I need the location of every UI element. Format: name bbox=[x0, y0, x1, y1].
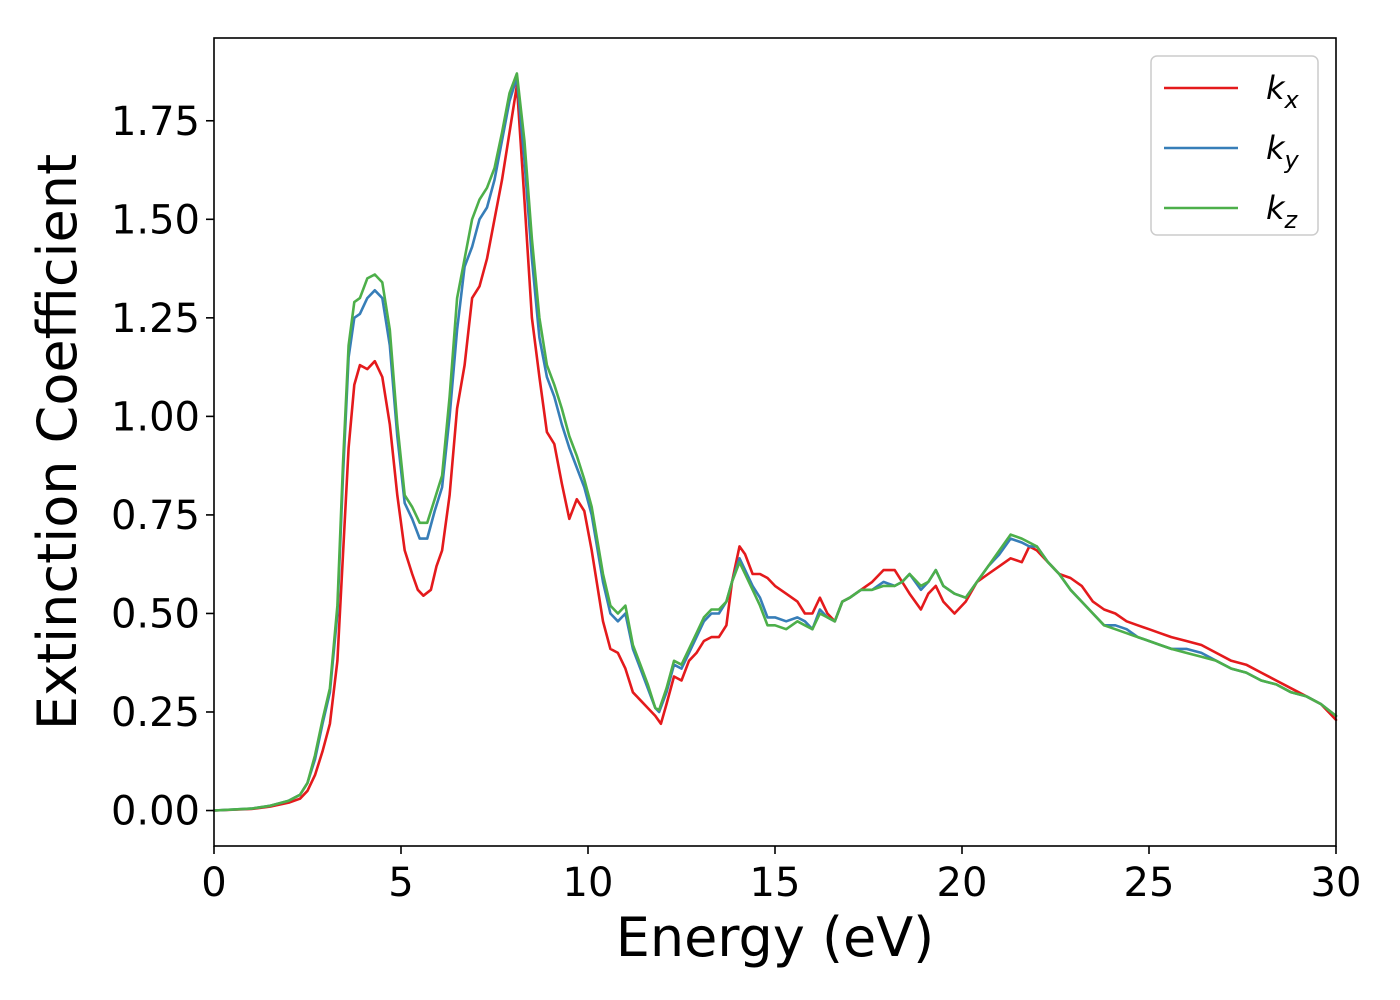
legend-box bbox=[1150, 55, 1319, 236]
legend-label-kz: kz bbox=[1266, 189, 1299, 234]
y-tick-label: 0.00 bbox=[111, 789, 200, 835]
y-tick-label: 1.25 bbox=[111, 296, 200, 342]
x-tick-label: 15 bbox=[750, 860, 801, 906]
series-layer bbox=[212, 72, 1338, 812]
x-tick-label: 20 bbox=[937, 860, 988, 906]
y-tick-label: 1.50 bbox=[111, 197, 200, 243]
x-axis: 0 5 10 15 20 25 30 bbox=[201, 846, 1361, 906]
y-axis: 0.00 0.25 0.50 0.75 1.00 1.25 1.50 1.75 bbox=[111, 99, 214, 835]
y-tick-label: 1.75 bbox=[111, 99, 200, 145]
y-tick-label: 1.00 bbox=[111, 394, 200, 440]
x-tick-label: 30 bbox=[1311, 860, 1362, 906]
x-tick-label: 25 bbox=[1124, 860, 1175, 906]
x-tick-label: 0 bbox=[201, 860, 226, 906]
series-line-kx bbox=[212, 84, 1338, 812]
x-tick-label: 5 bbox=[388, 860, 413, 906]
legend-label-kx: kx bbox=[1266, 69, 1300, 114]
y-tick-label: 0.50 bbox=[111, 591, 200, 637]
y-tick-label: 0.25 bbox=[111, 690, 200, 736]
x-tick-label: 10 bbox=[563, 860, 614, 906]
legend: kx ky kz bbox=[1150, 55, 1319, 236]
x-axis-title: Energy (eV) bbox=[616, 906, 935, 969]
legend-label-ky: ky bbox=[1266, 129, 1300, 174]
y-axis-title: Extinction Coefficient bbox=[26, 154, 89, 730]
series-line-kz bbox=[212, 72, 1338, 812]
y-tick-label: 0.75 bbox=[111, 493, 200, 539]
